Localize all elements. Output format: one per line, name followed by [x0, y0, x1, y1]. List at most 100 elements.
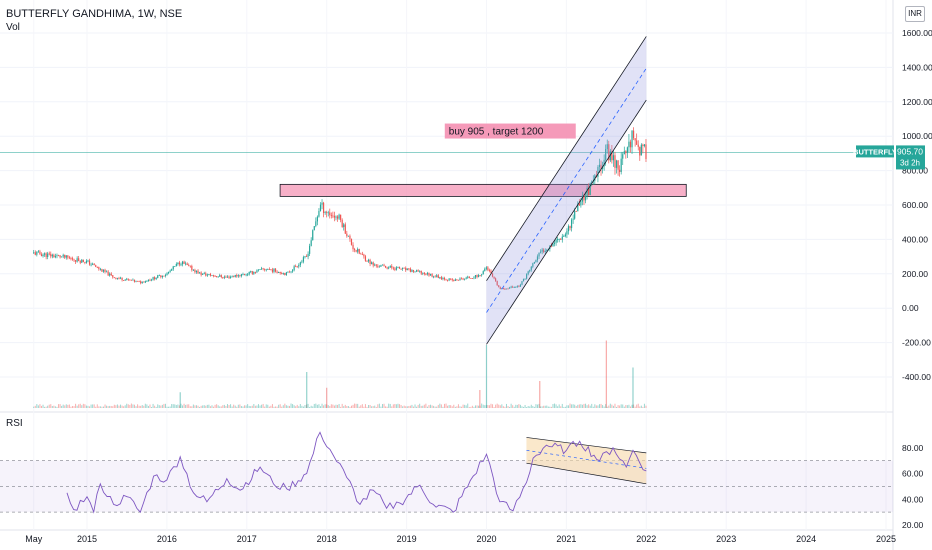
volume-bar [402, 406, 404, 408]
volume-bar [245, 405, 247, 408]
time-tick-label: 2025 [876, 534, 896, 544]
candle-body [636, 140, 638, 145]
candle-body [330, 215, 332, 216]
volume-bar [430, 404, 432, 408]
volume-bar [492, 404, 494, 408]
volume-bar [110, 405, 112, 408]
channel-lower-line[interactable] [486, 99, 647, 345]
candle-body [389, 265, 391, 268]
candle-body [265, 269, 267, 271]
candle-body [453, 280, 455, 282]
candle-body [495, 278, 497, 282]
volume-bar [37, 405, 39, 408]
volume-bar [626, 405, 628, 408]
volume-bar [541, 406, 543, 408]
time-tick-label: 2022 [636, 534, 656, 544]
volume-bar [216, 404, 218, 408]
volume-bar [254, 405, 256, 408]
volume-bar [560, 406, 562, 408]
candle-body [279, 272, 281, 274]
volume-bar [368, 404, 370, 408]
candle-body [451, 279, 453, 281]
candle-body [493, 276, 495, 279]
candle-body [169, 270, 171, 272]
volume-bar [423, 404, 425, 408]
resistance-zone[interactable] [279, 183, 687, 197]
candle-body [586, 187, 588, 196]
price-tick-label: 1000.00 [902, 131, 932, 141]
candle-body [242, 274, 244, 275]
parallel-channel[interactable] [486, 36, 647, 345]
candle-body [288, 271, 291, 273]
volume-bar [33, 406, 35, 408]
candle-body [93, 263, 95, 266]
volume-bar [645, 405, 647, 408]
volume-bar [143, 405, 145, 408]
volume-bar [333, 405, 335, 408]
rsi-channel-upper[interactable] [526, 437, 647, 454]
price-tick-label: -400.00 [902, 372, 931, 382]
volume-bar [546, 405, 548, 408]
candle-body [260, 268, 263, 270]
volume-bar [192, 404, 194, 408]
volume-spike [605, 340, 607, 408]
symbol-tag[interactable] [856, 145, 894, 158]
volume-bar [461, 406, 463, 408]
candle-body [216, 276, 218, 277]
candle-body [609, 151, 611, 161]
volume-bar [225, 406, 227, 408]
volume-bar [371, 406, 373, 408]
volume-bar [535, 404, 537, 408]
candle-body [349, 235, 351, 239]
price-tick-label: 600.00 [902, 200, 928, 210]
candle-body [543, 249, 545, 253]
candle-body [251, 271, 253, 274]
volume-bar [219, 406, 221, 408]
volume-bar [474, 405, 476, 408]
candle-body [526, 274, 528, 279]
candle-body [98, 267, 100, 269]
volume-bar [536, 404, 538, 408]
volume-bar [350, 405, 352, 408]
time-tick-label: 2016 [157, 534, 177, 544]
volume-bar [557, 406, 559, 408]
volume-bar [257, 404, 259, 408]
candle-body [167, 271, 170, 274]
volume-bar [93, 404, 95, 408]
volume-bar [519, 404, 521, 408]
candle-body [533, 262, 535, 264]
volume-bar [419, 403, 421, 408]
channel-upper-line[interactable] [486, 36, 647, 281]
volume-bar [120, 404, 122, 408]
volume-bar [202, 405, 204, 408]
candle-body [333, 215, 336, 218]
annotation-box[interactable] [444, 123, 576, 139]
volume-bar [637, 403, 639, 408]
candle-body [248, 272, 250, 275]
candle-body [443, 277, 446, 280]
time-tick-label: 2019 [397, 534, 417, 544]
candle-body [307, 253, 309, 257]
candle-body [420, 270, 422, 274]
volume-bar [392, 404, 394, 408]
volume-bar [603, 406, 605, 408]
candle-body [572, 218, 574, 220]
volume-bar [200, 405, 202, 408]
candle-body [47, 253, 49, 258]
rsi-channel-lower[interactable] [526, 462, 647, 485]
volume-bar [171, 404, 173, 408]
volume-bar [341, 403, 343, 408]
price-tag[interactable] [896, 145, 925, 170]
candle-body [250, 271, 252, 273]
volume-bar [292, 404, 294, 408]
candle-body [535, 260, 537, 263]
candle-body [454, 279, 456, 281]
candle-body [67, 255, 69, 258]
candle-body [584, 195, 587, 201]
volume-bar [166, 406, 168, 408]
annotation-text[interactable]: buy 905 , target 1200 [449, 127, 544, 138]
candle-body [197, 270, 199, 274]
currency-button[interactable]: INR [905, 6, 925, 22]
candle-body [344, 224, 346, 234]
